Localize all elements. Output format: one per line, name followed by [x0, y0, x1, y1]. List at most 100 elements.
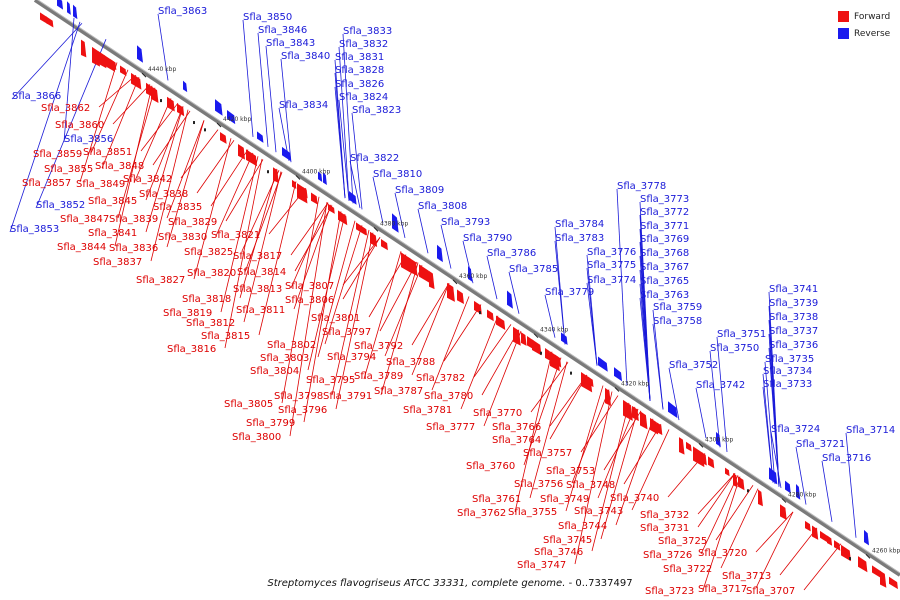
gene-leader-line	[157, 13, 169, 81]
scale-tick	[614, 387, 620, 392]
gene-label: Sfla_3777	[426, 422, 475, 433]
forward-gene-arrow	[381, 239, 388, 251]
gene-label: Sfla_3857	[22, 178, 71, 189]
forward-gene-arrow	[246, 149, 258, 167]
gene-label: Sfla_3749	[540, 494, 589, 505]
gene-marker	[747, 489, 749, 493]
gene-label: Sfla_3788	[386, 357, 435, 368]
gene-label: Sfla_3742	[696, 380, 745, 391]
gene-leader-line	[145, 106, 184, 233]
gene-leader-line	[349, 160, 361, 209]
legend-reverse-label: Reverse	[854, 28, 891, 39]
gene-label: Sfla_3723	[645, 586, 694, 597]
caption-title: Streptomyces flavogriseus ATCC 33331, co…	[267, 578, 566, 589]
gene-label: Sfla_3852	[36, 200, 85, 211]
gene-label: Sfla_3846	[258, 25, 307, 36]
gene-label: Sfla_3772	[640, 207, 689, 218]
forward-gene-arrow	[429, 270, 435, 290]
gene-label: Sfla_3789	[354, 371, 403, 382]
reverse-gene-arrow	[796, 484, 801, 500]
gene-leader-line	[290, 202, 329, 289]
scale-label: 4360 kbp	[459, 273, 487, 280]
gene-label: Sfla_3736	[769, 340, 818, 351]
gene-label: Sfla_3805	[224, 399, 273, 410]
gene-leader-line	[417, 208, 429, 254]
forward-gene-arrow	[220, 131, 227, 144]
gene-label: Sfla_3817	[233, 251, 282, 262]
gene-leader-line	[224, 158, 263, 349]
scale-tick	[698, 443, 704, 448]
gene-label: Sfla_3755	[508, 507, 557, 518]
gene-marker	[570, 371, 572, 375]
gene-leader-line	[79, 62, 118, 183]
forward-gene-arrow	[370, 231, 378, 247]
gene-label: Sfla_3799	[246, 418, 295, 429]
gene-label: Sfla_3790	[463, 233, 512, 244]
gene-label: Sfla_3726	[643, 550, 692, 561]
forward-gene-arrow	[889, 576, 898, 590]
forward-gene-arrow	[408, 256, 418, 277]
gene-leader-line	[639, 297, 651, 401]
reverse-gene-arrow	[282, 146, 292, 162]
gene-marker	[540, 351, 542, 355]
gene-leader-line	[239, 168, 278, 299]
forward-gene-arrow	[555, 354, 562, 368]
gene-label: Sfla_3796	[278, 405, 327, 416]
forward-gene-arrow	[487, 309, 494, 322]
caption: Streptomyces flavogriseus ATCC 33331, co…	[0, 578, 900, 589]
forward-gene-arrow	[457, 289, 464, 305]
gene-leader-line	[755, 511, 794, 589]
gene-leader-line	[411, 282, 450, 346]
gene-leader-line	[257, 32, 269, 147]
gene-label: Sfla_3744	[558, 521, 607, 532]
gene-leader-line	[770, 431, 782, 488]
gene-label: Sfla_3820	[187, 268, 236, 279]
gene-leader-line	[586, 282, 598, 366]
gene-label: Sfla_3830	[158, 232, 207, 243]
scale-tick	[865, 554, 871, 559]
forward-gene-arrow	[738, 476, 745, 491]
forward-gene-arrow	[496, 315, 506, 330]
gene-label: Sfla_3782	[416, 373, 465, 384]
gene-label: Sfla_3756	[514, 479, 563, 490]
gene-label: Sfla_3866	[12, 91, 61, 102]
gene-label: Sfla_3762	[457, 508, 506, 519]
gene-leader-line	[331, 229, 370, 396]
forward-gene-arrow	[693, 446, 705, 468]
gene-label: Sfla_3760	[466, 461, 515, 472]
gene-label: Sfla_3773	[640, 194, 689, 205]
gene-leader-line	[764, 361, 776, 484]
gene-leader-line	[114, 85, 153, 247]
gene-label: Sfla_3818	[182, 294, 231, 305]
gene-label: Sfla_3856	[64, 134, 113, 145]
gene-label: Sfla_3841	[88, 228, 137, 239]
gene-leader-line	[549, 374, 588, 427]
gene-label: Sfla_3839	[109, 214, 158, 225]
gene-label: Sfla_3784	[555, 219, 604, 230]
scale-label: 4400 kbp	[302, 168, 330, 175]
gene-label: Sfla_3812	[186, 318, 235, 329]
gene-leader-line	[338, 46, 350, 201]
gene-leader-line	[290, 202, 329, 256]
gene-label: Sfla_3778	[617, 181, 666, 192]
forward-gene-arrow	[81, 39, 87, 58]
gene-leader-line	[193, 138, 232, 280]
gene-leader-line	[600, 408, 639, 540]
gene-leader-line	[755, 511, 794, 553]
gene-label: Sfla_3713	[722, 571, 771, 582]
gene-label: Sfla_3828	[335, 65, 384, 76]
gene-label: Sfla_3794	[327, 352, 376, 363]
gene-leader-line	[473, 324, 512, 378]
gene-label: Sfla_3801	[311, 313, 360, 324]
gene-label: Sfla_3753	[546, 466, 595, 477]
gene-leader-line	[220, 156, 259, 313]
gene-leader-line	[486, 255, 498, 300]
gene-label: Sfla_3808	[418, 201, 467, 212]
reverse-gene-arrow	[785, 480, 791, 494]
gene-label: Sfla_3811	[236, 305, 285, 316]
gene-leader-line	[762, 386, 774, 483]
reverse-gene-arrow	[614, 367, 623, 382]
gene-label: Sfla_3743	[574, 506, 623, 517]
gene-label: Sfla_3835	[153, 202, 202, 213]
forward-gene-arrow	[623, 399, 633, 421]
